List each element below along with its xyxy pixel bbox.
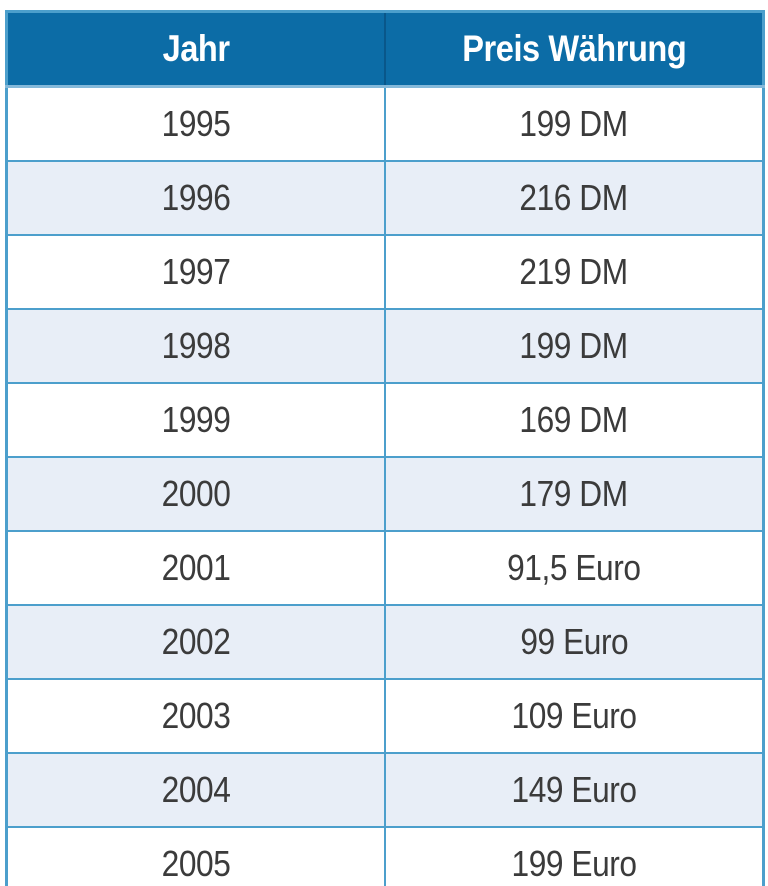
price-value: 199 DM xyxy=(519,103,629,144)
table-body: 1995 199 DM 1996 216 DM 1997 219 DM 1998 199 DM… xyxy=(5,85,765,886)
price-cell: 99 Euro xyxy=(384,604,765,680)
year-value: 1996 xyxy=(161,177,231,218)
table-row: 2001 91,5 Euro xyxy=(5,530,765,606)
year-value: 2000 xyxy=(161,473,231,514)
year-value: 1995 xyxy=(161,103,231,144)
year-cell: 1996 xyxy=(5,160,386,236)
price-cell: 199 DM xyxy=(384,308,765,384)
price-cell: 149 Euro xyxy=(384,752,765,828)
year-value: 2003 xyxy=(161,695,231,736)
price-value: 109 Euro xyxy=(511,695,637,736)
year-cell: 1995 xyxy=(5,85,386,162)
year-value: 1997 xyxy=(161,251,231,292)
table-row: 1996 216 DM xyxy=(5,160,765,236)
table-header: Jahr Preis Währung xyxy=(6,11,764,88)
price-cell: 199 DM xyxy=(384,85,765,162)
year-cell: 2005 xyxy=(5,826,386,886)
table-row: 2005 199 Euro xyxy=(5,826,765,886)
table-row: 2004 149 Euro xyxy=(5,752,765,828)
price-cell: 169 DM xyxy=(384,382,765,458)
price-value: 91,5 Euro xyxy=(507,547,641,588)
column-header-preis-waehrung: Preis Währung xyxy=(384,11,764,88)
price-cell: 91,5 Euro xyxy=(384,530,765,606)
price-value: 219 DM xyxy=(519,251,629,292)
price-value: 149 Euro xyxy=(511,769,637,810)
year-value: 2002 xyxy=(161,621,231,662)
price-cell: 219 DM xyxy=(384,234,765,310)
year-cell: 2001 xyxy=(5,530,386,606)
price-value: 216 DM xyxy=(519,177,629,218)
column-header-preis-waehrung-label: Preis Währung xyxy=(461,28,687,69)
year-value: 2001 xyxy=(161,547,231,588)
year-cell: 1997 xyxy=(5,234,386,310)
table-row: 1998 199 DM xyxy=(5,308,765,384)
price-cell: 109 Euro xyxy=(384,678,765,754)
table-row: 2000 179 DM xyxy=(5,456,765,532)
table-row: 2003 109 Euro xyxy=(5,678,765,754)
table-row: 2002 99 Euro xyxy=(5,604,765,680)
price-table: Jahr Preis Währung 1995 199 DM 1996 216 DM 1… xyxy=(5,10,765,886)
price-value: 199 DM xyxy=(519,325,629,366)
year-cell: 2002 xyxy=(5,604,386,680)
price-value: 179 DM xyxy=(519,473,629,514)
year-cell: 2000 xyxy=(5,456,386,532)
year-value: 2004 xyxy=(161,769,231,810)
table-row: 1999 169 DM xyxy=(5,382,765,458)
column-header-jahr: Jahr xyxy=(6,11,385,88)
year-cell: 1998 xyxy=(5,308,386,384)
year-value: 2005 xyxy=(161,843,231,884)
header-row: Jahr Preis Währung xyxy=(6,11,764,88)
price-cell: 199 Euro xyxy=(384,826,765,886)
table-row: 1997 219 DM xyxy=(5,234,765,310)
price-value: 199 Euro xyxy=(511,843,637,884)
price-cell: 179 DM xyxy=(384,456,765,532)
price-value: 169 DM xyxy=(519,399,629,440)
year-value: 1998 xyxy=(161,325,231,366)
year-cell: 1999 xyxy=(5,382,386,458)
year-cell: 2004 xyxy=(5,752,386,828)
table-row: 1995 199 DM xyxy=(5,85,765,162)
column-header-jahr-label: Jahr xyxy=(162,28,230,69)
price-value: 99 Euro xyxy=(520,621,628,662)
year-value: 1999 xyxy=(161,399,231,440)
price-cell: 216 DM xyxy=(384,160,765,236)
year-cell: 2003 xyxy=(5,678,386,754)
